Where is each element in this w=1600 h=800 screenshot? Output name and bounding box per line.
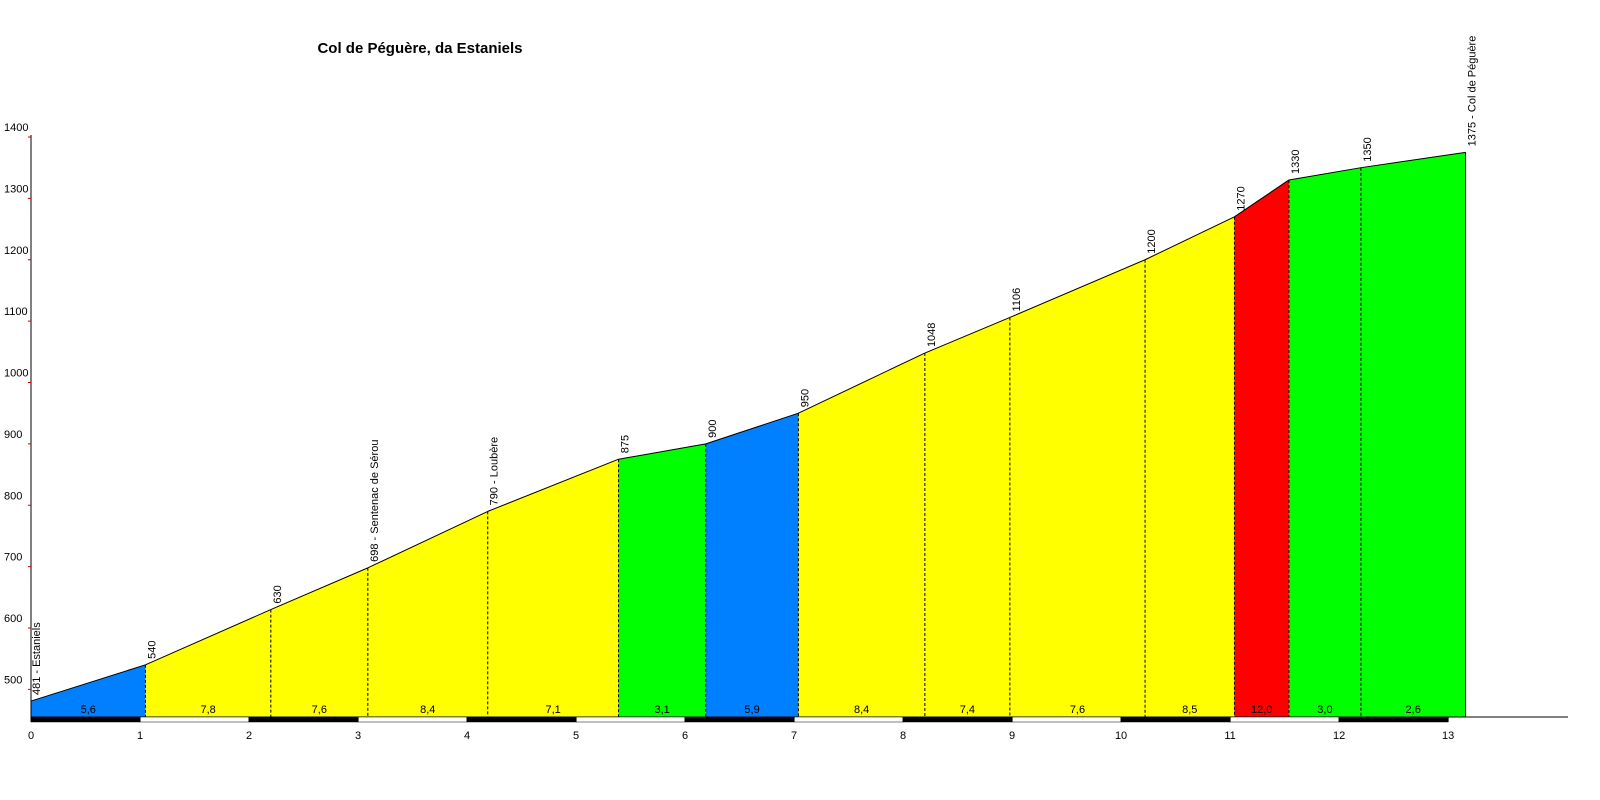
chart-title: Col de Péguère, da Estaniels (317, 40, 522, 57)
x-tick-label: 9 (1009, 730, 1015, 742)
x-tick-label: 6 (682, 730, 688, 742)
gradient-segment (1360, 152, 1466, 717)
km-strip (248, 716, 359, 723)
gradient-label: 3,0 (1317, 704, 1332, 716)
gradient-label: 2,6 (1406, 704, 1421, 716)
point-label: 875 (620, 435, 632, 453)
x-tick-label: 0 (28, 730, 34, 742)
gradient-segment (145, 609, 271, 717)
x-tick-label: 3 (355, 730, 361, 742)
gradient-segment (1234, 179, 1289, 718)
gradient-label: 7,4 (960, 704, 975, 716)
profile-line (487, 458, 619, 512)
x-tick-label: 4 (464, 730, 470, 742)
x-tick-label: 5 (573, 730, 579, 742)
point-label: 950 (799, 389, 811, 407)
point-label: 698 - Sentenac de Sérou (369, 440, 381, 562)
km-strip (1338, 716, 1449, 723)
km-strip (575, 716, 686, 723)
x-tick-label: 13 (1442, 730, 1454, 742)
y-tick-label: 600 (4, 613, 22, 625)
profile-line (618, 443, 706, 460)
point-label: 1350 (1362, 137, 1374, 161)
point-label: 1270 (1235, 186, 1247, 210)
y-tick-label: 1400 (4, 122, 28, 134)
gradient-label: 8,4 (854, 704, 869, 716)
x-tick-label: 1 (137, 730, 143, 742)
gradient-label: 8,4 (420, 704, 435, 716)
profile-line (145, 609, 272, 666)
profile-line (1288, 167, 1361, 181)
y-tick-label: 1200 (4, 245, 28, 257)
gradient-segment (1145, 216, 1235, 717)
profile-line (1144, 216, 1235, 261)
point-label: 1048 (926, 323, 938, 347)
point-label: 1330 (1290, 149, 1302, 173)
x-tick-label: 2 (246, 730, 252, 742)
gradient-segment (487, 459, 619, 717)
gradient-segment (270, 567, 368, 717)
point-label: 540 (146, 640, 158, 658)
profile-line (798, 352, 926, 414)
x-tick-label: 7 (791, 730, 797, 742)
gradient-label: 7,6 (312, 704, 327, 716)
x-tick-label: 10 (1115, 730, 1127, 742)
km-strip (1011, 716, 1122, 723)
point-label: 481 - Estaniels (31, 622, 43, 695)
gradient-label: 5,6 (81, 704, 96, 716)
profile-line (924, 316, 1011, 354)
point-label: 790 - Loubère (489, 437, 501, 506)
km-strip (466, 716, 577, 723)
km-strip (1229, 716, 1340, 723)
gradient-segment (31, 664, 146, 717)
x-tick-label: 11 (1224, 730, 1235, 742)
gradient-label: 12,0 (1251, 704, 1272, 716)
profile-line (1234, 179, 1290, 218)
gradient-segment (1009, 259, 1146, 717)
gradient-label: 7,8 (200, 704, 215, 716)
profile-line (367, 510, 488, 569)
y-tick-label: 1300 (4, 183, 28, 195)
gradient-segment (798, 353, 925, 717)
gradient-label: 7,1 (545, 704, 560, 716)
gradient-segment (924, 317, 1010, 717)
km-strip (357, 716, 468, 723)
y-tick-label: 800 (4, 490, 22, 502)
gradient-label: 7,6 (1070, 704, 1085, 716)
km-strip (684, 716, 795, 723)
profile-line (30, 664, 146, 702)
x-tick-label: 8 (900, 730, 906, 742)
km-strip (902, 716, 1013, 723)
gradient-segment (618, 443, 706, 717)
point-label: 1200 (1146, 229, 1158, 253)
y-tick-label: 1100 (4, 306, 28, 318)
gradient-label: 5,9 (744, 704, 759, 716)
km-strip (139, 716, 250, 723)
profile-line (1360, 151, 1466, 169)
point-label: 630 (272, 585, 284, 603)
point-label: 1375 - Col de Péguère (1467, 36, 1479, 147)
gradient-label: 8,5 (1182, 704, 1197, 716)
km-strip (30, 716, 141, 723)
y-tick-label: 700 (4, 552, 22, 564)
gradient-segment (367, 511, 488, 717)
point-label: 900 (707, 420, 719, 438)
profile-line (270, 567, 369, 611)
y-tick-label: 1000 (4, 368, 28, 380)
y-tick-label: 500 (4, 674, 22, 686)
gradient-segment (1288, 167, 1361, 717)
km-strip (1120, 716, 1231, 723)
gradient-segment (705, 413, 799, 717)
gradient-label: 3,1 (655, 704, 670, 716)
y-tick-label: 900 (4, 429, 22, 441)
profile-line (1009, 259, 1146, 318)
point-label: 1106 (1011, 288, 1023, 312)
x-tick-label: 12 (1333, 730, 1345, 742)
km-strip (793, 716, 904, 723)
profile-line (705, 412, 799, 445)
